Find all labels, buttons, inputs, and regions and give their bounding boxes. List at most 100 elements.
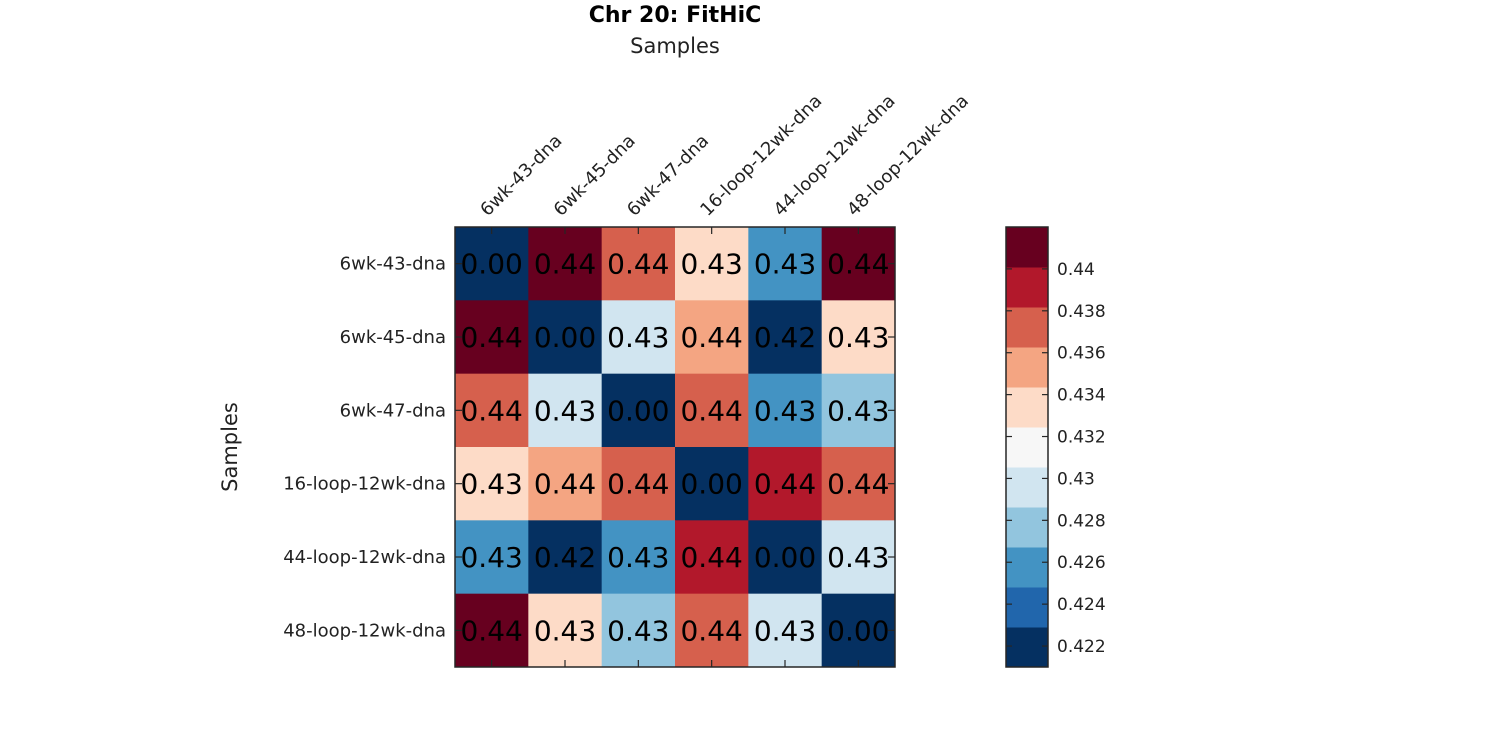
colorbar-frame	[1005, 226, 1049, 668]
heatmap-cell	[821, 300, 896, 375]
cell-value-label: 0.00	[680, 468, 742, 501]
heatmap-cell	[675, 373, 749, 448]
heatmap-cell	[528, 593, 603, 668]
heatmap-cell	[601, 300, 676, 375]
x-tick-label: 48-loop-12wk-dna	[843, 91, 973, 221]
colorbar-tick-label: 0.434	[1057, 386, 1106, 406]
heatmap-cell	[601, 227, 676, 301]
cell-value-label: 0.43	[534, 614, 596, 647]
colorbar-segment	[1006, 547, 1048, 588]
colorbar-tick-label: 0.432	[1057, 428, 1106, 448]
cell-value-label: 0.00	[534, 321, 596, 354]
colorbar-segment	[1006, 267, 1048, 308]
heatmap-cell	[748, 227, 823, 301]
cell-value-label: 0.44	[460, 394, 522, 427]
heatmap-cells	[455, 227, 896, 668]
colorbar-tick-label: 0.424	[1057, 595, 1106, 615]
cell-value-label: 0.44	[534, 248, 596, 281]
cell-value-label: 0.00	[460, 248, 522, 281]
heatmap-cell	[675, 593, 749, 668]
cell-value-label: 0.44	[607, 248, 669, 281]
heatmap-cell	[455, 520, 529, 595]
cell-value-label: 0.43	[754, 614, 816, 647]
cell-value-label: 0.44	[827, 468, 889, 501]
heatmap-cell	[821, 593, 896, 668]
heatmap-cell	[601, 520, 676, 595]
y-tick-label: 6wk-45-dna	[340, 327, 446, 348]
y-tick-label: 44-loop-12wk-dna	[283, 547, 446, 568]
cell-value-label: 0.43	[827, 321, 889, 354]
heatmap-cell	[748, 593, 823, 668]
cell-value-label: 0.44	[534, 468, 596, 501]
colorbar-tick-label: 0.428	[1057, 511, 1106, 531]
heatmap-cell	[455, 373, 529, 448]
colorbar	[1006, 227, 1048, 668]
cell-value-label: 0.43	[754, 394, 816, 427]
cell-value-label: 0.44	[607, 468, 669, 501]
cell-value-label: 0.43	[827, 541, 889, 574]
heatmap-cell	[675, 227, 749, 301]
chart-title: Chr 20: FitHiC	[589, 3, 762, 28]
cell-value-label: 0.44	[460, 321, 522, 354]
heatmap-cell	[455, 593, 529, 668]
colorbar-segment	[1006, 467, 1048, 508]
y-tick-label: 6wk-47-dna	[340, 400, 446, 421]
cell-value-label: 0.00	[754, 541, 816, 574]
cell-value-label: 0.43	[607, 614, 669, 647]
y-tick-label: 6wk-43-dna	[340, 254, 446, 275]
heatmap-cell	[675, 300, 749, 375]
heatmap-cell	[821, 227, 896, 301]
cell-value-label: 0.44	[680, 541, 742, 574]
y-tick-label: 16-loop-12wk-dna	[283, 474, 446, 495]
cell-value-label: 0.43	[460, 468, 522, 501]
cell-value-label: 0.44	[680, 614, 742, 647]
colorbar-segment	[1006, 387, 1048, 428]
heatmap-cell	[528, 520, 603, 595]
heatmap-cell	[528, 227, 603, 301]
heatmap-cell	[455, 300, 529, 375]
heatmap-cell	[748, 300, 823, 375]
cell-value-label: 0.00	[607, 394, 669, 427]
cell-value-label: 0.43	[460, 541, 522, 574]
heatmap-cell	[821, 447, 896, 521]
colorbar-segment	[1006, 507, 1048, 548]
cell-value-label: 0.43	[607, 541, 669, 574]
colorbar-tick-label: 0.438	[1057, 302, 1106, 322]
colorbar-tick-label: 0.44	[1057, 260, 1095, 280]
heatmap-cell	[748, 520, 823, 595]
cell-value-label: 0.44	[754, 468, 816, 501]
heatmap-cell	[748, 447, 823, 521]
colorbar-ticks: 0.422 0.424 0.426 0.428 0.43 0.432 0.434 0.436 0…	[1006, 260, 1106, 657]
x-axis-label: Samples	[630, 34, 720, 58]
colorbar-segment	[1006, 347, 1048, 388]
cell-value-label: 0.44	[680, 394, 742, 427]
colorbar-tick-label: 0.436	[1057, 344, 1106, 364]
y-axis-ticks: 6wk-43-dna 6wk-45-dna 6wk-47-dna 16-loop-12…	[283, 254, 895, 641]
colorbar-segment	[1006, 627, 1048, 668]
heatmap-cell	[601, 447, 676, 521]
colorbar-tick-label: 0.426	[1057, 553, 1106, 573]
heatmap-cell	[675, 520, 749, 595]
cell-value-label: 0.44	[460, 614, 522, 647]
colorbar-segment	[1006, 587, 1048, 628]
cell-value-label: 0.43	[534, 394, 596, 427]
x-tick-label: 44-loop-12wk-dna	[770, 91, 900, 221]
heatmap-cell	[748, 373, 823, 448]
cell-value-label: 0.42	[754, 321, 816, 354]
heatmap-cell	[528, 300, 603, 375]
heatmap-cell	[528, 447, 603, 521]
x-tick-label: 16-loop-12wk-dna	[696, 91, 826, 221]
cell-value-label: 0.43	[754, 248, 816, 281]
colorbar-segment	[1006, 307, 1048, 348]
cell-value-label: 0.44	[680, 321, 742, 354]
y-tick-label: 48-loop-12wk-dna	[283, 620, 446, 641]
heatmap-cell	[455, 227, 529, 301]
cell-value-label: 0.43	[827, 394, 889, 427]
cell-value-label: 0.43	[680, 248, 742, 281]
heatmap-cell	[675, 447, 749, 521]
colorbar-segment	[1006, 427, 1048, 468]
heatmap-cell	[821, 520, 896, 595]
heatmap-cell	[528, 373, 603, 448]
heatmap-cell-labels: 0.00 0.44 0.44 0.43 0.43 0.44 0.44 0.00 0.43 0.44…	[460, 248, 889, 648]
